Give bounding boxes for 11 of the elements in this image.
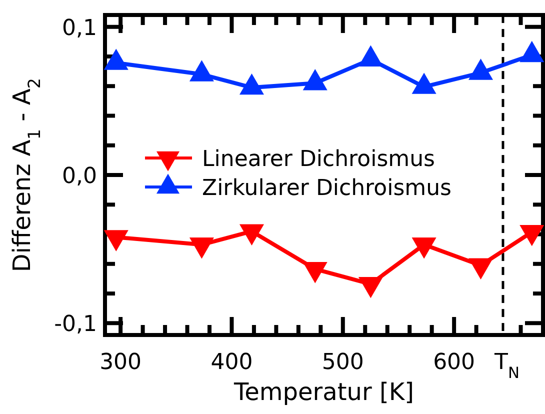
x-axis-title: Temperatur [K] [233,378,414,406]
x-tick-label: 400 [210,350,253,375]
legend-label: Zirkularer Dichroismus [202,176,452,201]
x-tick-label: 500 [322,350,364,375]
x-tick-label: 600 [433,350,476,375]
y-tick-label: -0,1 [54,312,97,338]
y-tick-label: 0,1 [62,16,97,41]
y-tick-label: 0,0 [62,164,97,189]
ref-line-label: T$_{N}$ [493,350,520,382]
legend-label: Linearer Dichroismus [202,147,435,172]
x-tick-label: 300 [100,350,142,375]
